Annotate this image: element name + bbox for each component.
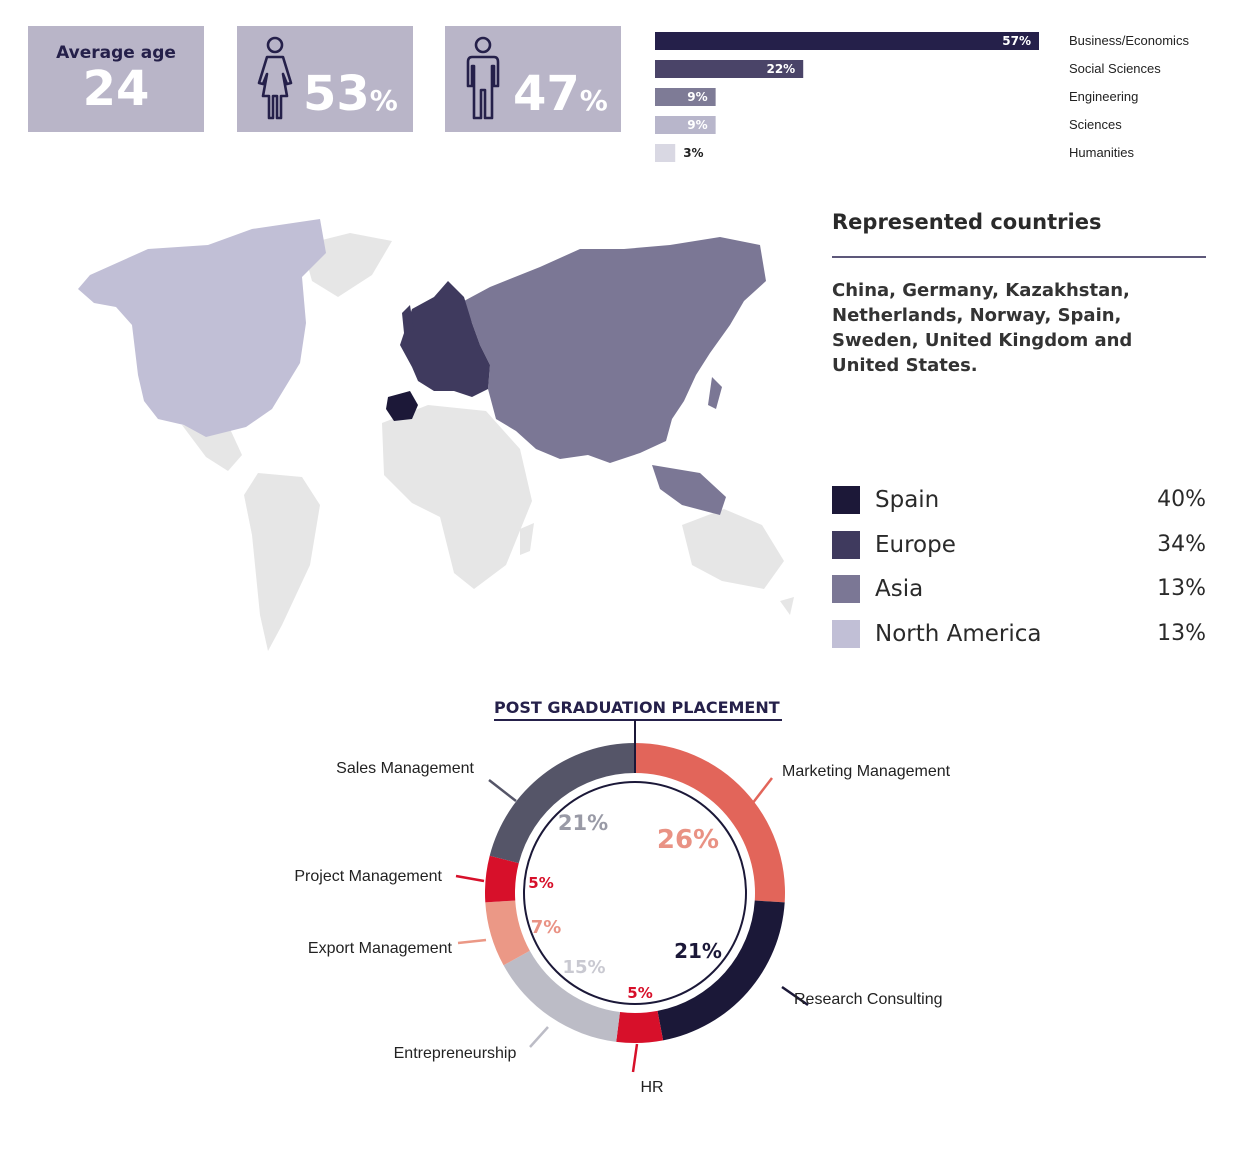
donut-percent-project-management: 5% <box>528 874 553 892</box>
female-percentage-box: 53% <box>237 26 413 132</box>
donut-percent-export-management: 7% <box>531 917 562 938</box>
average-age-value: 24 <box>82 61 150 117</box>
legend-swatch-spain <box>832 486 860 514</box>
bar-social-sciences <box>655 60 804 78</box>
region-legend-asia: Asia 13% <box>832 574 1206 604</box>
leader-line-research-consulting <box>781 985 809 1007</box>
represented-countries-title: Represented countries <box>832 210 1102 234</box>
category-label-sciences: Sciences <box>1069 117 1122 132</box>
average-age-box: Average age 24 <box>28 26 204 132</box>
male-percent-sign: % <box>579 84 608 117</box>
donut-segment-export-management <box>485 900 530 966</box>
category-label-hr: HR <box>640 1079 663 1096</box>
category-label-business-economics: Business/Economics <box>1069 33 1189 48</box>
map-asia <box>464 237 766 515</box>
legend-value-europe: 34% <box>1157 532 1206 557</box>
leader-line-sales-management <box>488 779 517 802</box>
average-age-label: Average age <box>56 43 176 63</box>
bar-engineering <box>655 88 716 106</box>
countries-divider <box>832 256 1206 258</box>
legend-swatch-asia <box>832 575 860 603</box>
legend-swatch-europe <box>832 531 860 559</box>
female-percent-sign: % <box>369 84 398 117</box>
region-legend-europe: Europe 34% <box>832 530 1206 560</box>
placement-title-underline <box>494 719 782 721</box>
donut-percent-entrepreneurship: 15% <box>562 957 605 978</box>
legend-value-north-america: 13% <box>1157 621 1206 646</box>
legend-swatch-north-america <box>832 620 860 648</box>
field-of-study-chart: 57% Business/Economics 22% Social Sciences 9… <box>655 32 1189 162</box>
male-percentage-box: 47% <box>445 26 621 132</box>
legend-value-asia: 13% <box>1157 576 1206 601</box>
category-label-research-consulting: Research Consulting <box>794 991 943 1008</box>
male-percentage: 47% <box>513 66 608 129</box>
female-percent-number: 53 <box>303 66 370 122</box>
donut-segment-project-management <box>485 855 519 903</box>
bar-humanities <box>655 144 676 162</box>
map-spain <box>386 391 418 421</box>
donut-inner-ring <box>523 781 747 1005</box>
leader-line-marketing-management <box>751 777 773 805</box>
category-label-marketing-management: Marketing Management <box>782 763 951 780</box>
legend-name-asia: Asia <box>875 576 924 602</box>
category-label-project-management: Project Management <box>294 868 442 885</box>
bar-label-business-economics: 57% <box>1002 34 1031 48</box>
donut-percent-sales-management: 21% <box>558 811 608 835</box>
bar-business-economics <box>655 32 1039 50</box>
region-legend-north-america: North America 13% <box>832 619 1206 649</box>
donut-segment-research-consulting <box>657 900 785 1041</box>
placement-donut-chart: 26% 21% 5% 15%7% 5% 21% Marketing Management Re… <box>294 720 951 1096</box>
leader-line-export-management <box>457 938 487 945</box>
legend-value-spain: 40% <box>1157 487 1206 512</box>
donut-segment-entrepreneurship <box>503 950 620 1042</box>
legend-name-north-america: North America <box>875 621 1042 647</box>
male-icon <box>466 36 500 120</box>
placement-title: POST GRADUATION PLACEMENT <box>494 698 780 717</box>
region-legend-spain: Spain 40% <box>832 485 1206 515</box>
donut-percent-hr: 5% <box>627 984 652 1002</box>
donut-segment-hr <box>616 1010 664 1043</box>
donut-segment-marketing-management <box>635 743 785 903</box>
legend-name-europe: Europe <box>875 532 956 558</box>
bar-sciences <box>655 116 716 134</box>
category-label-sales-management: Sales Management <box>336 760 474 777</box>
map-north-america <box>78 219 326 437</box>
donut-percent-research-consulting: 21% <box>674 939 722 963</box>
legend-name-spain: Spain <box>875 487 940 513</box>
bar-label-sciences: 9% <box>687 118 707 132</box>
donut-percent-marketing-management: 26% <box>657 825 719 855</box>
bar-label-humanities: 3% <box>683 146 703 160</box>
leader-line-project-management <box>455 874 485 883</box>
female-icon <box>257 36 293 120</box>
category-label-entrepreneurship: Entrepreneurship <box>394 1045 517 1062</box>
category-label-engineering: Engineering <box>1069 89 1138 104</box>
world-map <box>78 219 794 651</box>
leader-line-hr <box>631 1043 639 1073</box>
donut-segment-sales-management <box>489 743 635 864</box>
bar-label-engineering: 9% <box>687 90 707 104</box>
bar-label-social-sciences: 22% <box>766 62 795 76</box>
map-europe <box>400 281 490 397</box>
male-percent-number: 47 <box>513 66 580 122</box>
female-percentage: 53% <box>303 66 398 129</box>
category-label-social-sciences: Social Sciences <box>1069 61 1161 76</box>
category-label-export-management: Export Management <box>308 940 453 957</box>
category-label-humanities: Humanities <box>1069 145 1135 160</box>
represented-countries-list: China, Germany, Kazakhstan, Netherlands,… <box>832 280 1133 376</box>
leader-line-entrepreneurship <box>529 1026 549 1048</box>
